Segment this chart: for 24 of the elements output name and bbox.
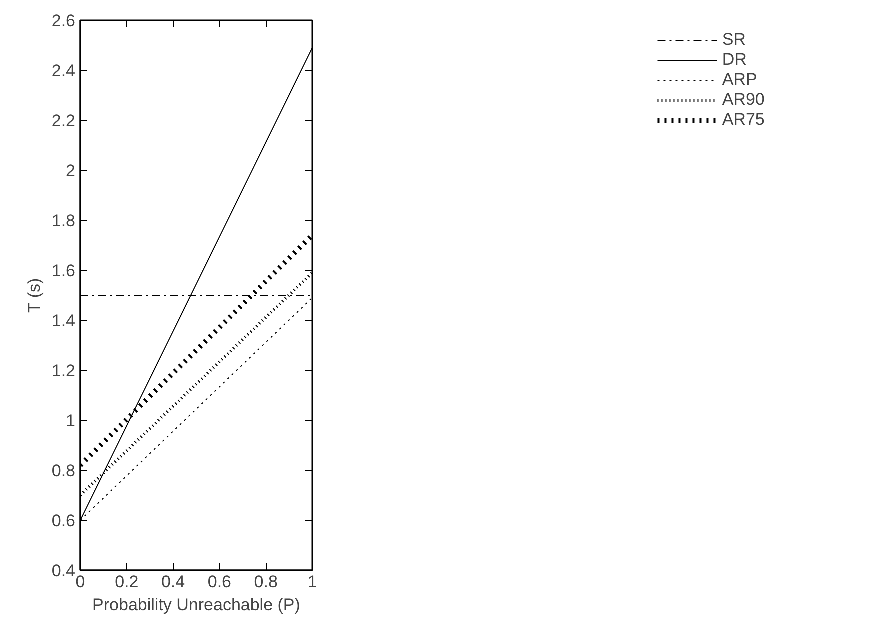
y-tick-label: 2 (66, 162, 76, 180)
x-tick-label: 0 (76, 572, 86, 592)
legend-label: ARP (722, 70, 758, 90)
y-axis-title: T (s) (24, 278, 44, 313)
x-axis-title: Probability Unreachable (P) (92, 596, 300, 614)
legend-label: AR90 (722, 90, 765, 110)
y-tick-label: 2.6 (52, 12, 76, 30)
legend-label: AR75 (722, 110, 765, 130)
y-tick-label: 0.6 (52, 512, 76, 530)
x-tick-label: 0.4 (161, 572, 186, 592)
y-tick-label: 1.6 (52, 262, 76, 280)
y-tick-label: 1 (66, 412, 76, 430)
x-tick-label: 0.6 (208, 572, 232, 592)
x-tick-label: 0.8 (254, 572, 278, 592)
y-tick-label: 1.8 (52, 212, 76, 230)
x-tick-label: 0.2 (115, 572, 139, 592)
y-tick-label: 0.8 (52, 462, 76, 480)
y-tick-label: 2.4 (52, 62, 76, 80)
x-tick-label: 1 (308, 572, 318, 592)
y-tick-label: 1.4 (52, 312, 76, 330)
y-tick-label: 1.2 (52, 362, 76, 380)
legend-label: SR (722, 30, 746, 50)
legend-label: DR (722, 50, 747, 70)
y-tick-label: 2.2 (52, 112, 76, 130)
